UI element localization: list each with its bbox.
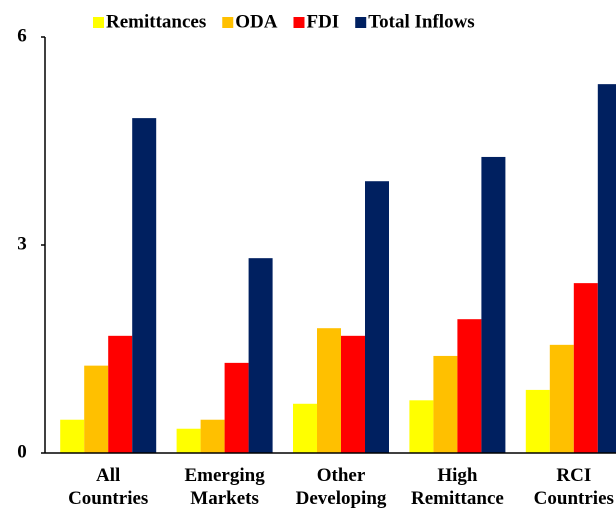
bar xyxy=(433,355,458,453)
x-tick-label-line: Countries xyxy=(68,488,148,509)
bar xyxy=(224,362,249,453)
y-tick-label: 6 xyxy=(17,25,27,46)
x-tick-label: Emerging Markets xyxy=(184,465,265,509)
bar xyxy=(365,181,389,454)
bar xyxy=(457,319,482,453)
legend-label: FDI xyxy=(306,11,339,32)
bar xyxy=(341,335,365,453)
x-tick-label: RCI Countries xyxy=(534,465,614,509)
bar xyxy=(84,365,109,453)
legend-swatch xyxy=(93,17,104,28)
x-tick-label: All Countries xyxy=(68,465,148,509)
bar xyxy=(481,156,506,454)
x-tick-label-line: Developing xyxy=(296,488,387,509)
legend-label: Remittances xyxy=(106,11,206,32)
bar xyxy=(200,419,225,453)
x-tick-label-line: RCI xyxy=(556,465,591,486)
legend-label: ODA xyxy=(235,11,278,32)
bar xyxy=(573,283,598,453)
y-tick-label: 0 xyxy=(17,441,27,462)
x-tick-label-line: High xyxy=(437,465,478,486)
bar xyxy=(549,344,574,453)
x-tick-label-line: Countries xyxy=(534,488,614,509)
legend-swatch xyxy=(293,17,305,28)
x-tick-label: High Remittance xyxy=(411,465,504,509)
legend-swatch xyxy=(222,17,234,28)
x-tick-label-line: Other xyxy=(317,465,366,486)
bar xyxy=(108,335,133,453)
bar xyxy=(176,428,201,453)
bar xyxy=(409,400,434,453)
bar xyxy=(293,403,317,453)
x-tick-label-line: Emerging xyxy=(184,465,265,486)
x-tick-label-line: All xyxy=(96,465,120,486)
legend-swatch xyxy=(355,17,367,28)
bar xyxy=(132,118,157,454)
bar xyxy=(597,84,616,453)
x-tick-label: Other Developing xyxy=(296,465,387,509)
bar xyxy=(248,258,273,453)
legend-label: Total Inflows xyxy=(368,11,474,32)
x-tick-label-line: Markets xyxy=(190,488,259,509)
x-tick-label-line: Remittance xyxy=(411,488,504,509)
bar xyxy=(525,389,550,453)
y-tick-label: 3 xyxy=(17,233,27,254)
bar xyxy=(60,419,85,453)
bar xyxy=(317,328,341,453)
